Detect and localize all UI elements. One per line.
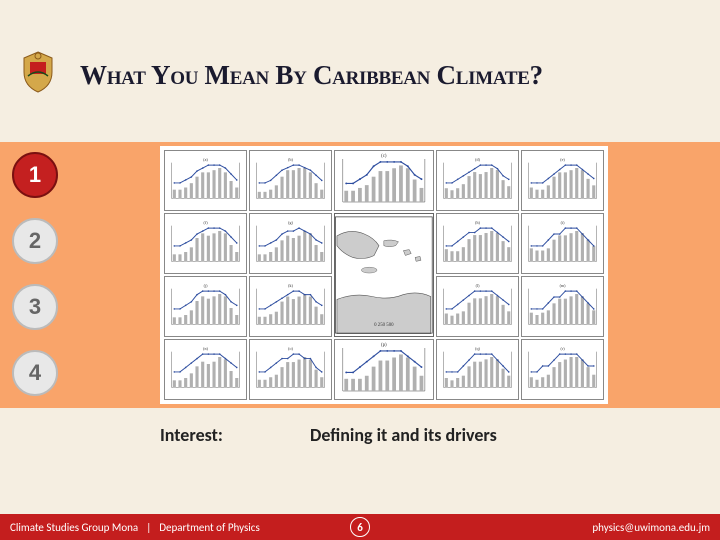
svg-text:(l): (l) — [475, 283, 479, 288]
svg-text:(a): (a) — [203, 157, 208, 162]
interest-text: Defining it and its drivers — [310, 424, 497, 446]
panel-l: (l) — [436, 276, 519, 337]
panel-f: (f) — [164, 213, 247, 274]
panel-c: (c) — [334, 150, 434, 211]
panel-o: (o) — [249, 339, 332, 400]
footer-separator: | — [146, 521, 151, 534]
svg-text:(q): (q) — [475, 346, 480, 351]
nav-circle-3[interactable]: 3 — [12, 284, 58, 330]
panel-b: (b) — [249, 150, 332, 211]
svg-text:(r): (r) — [560, 346, 565, 351]
svg-text:(o): (o) — [288, 346, 293, 351]
interest-label: Interest: — [160, 424, 310, 446]
nav-circle-1[interactable]: 1 — [12, 152, 58, 198]
slide-title: What You Mean By Caribbean Climate? — [80, 60, 543, 91]
footer-bar: Climate Studies Group Mona | Department … — [0, 514, 720, 540]
svg-text:(d): (d) — [475, 157, 480, 162]
panel-n: (n) — [164, 339, 247, 400]
panel-a: (a) — [164, 150, 247, 211]
footer-group: Climate Studies Group Mona — [0, 521, 138, 534]
panel-d: (d) — [436, 150, 519, 211]
svg-text:(m): (m) — [560, 283, 566, 288]
svg-text:(p): (p) — [381, 343, 387, 348]
section-nav: 1 2 3 4 — [12, 152, 58, 396]
panel-q: (q) — [436, 339, 519, 400]
panel-m: (m) — [521, 276, 604, 337]
climate-figure: (a) (b) (c) (d) (e) (f) (g) 0 250 500 (h… — [160, 146, 608, 404]
svg-text:(e): (e) — [560, 157, 565, 162]
nav-circle-4[interactable]: 4 — [12, 350, 58, 396]
svg-text:(f): (f) — [204, 220, 209, 225]
svg-text:(i): (i) — [561, 220, 565, 225]
panel-r: (r) — [521, 339, 604, 400]
panel-k: (k) — [249, 276, 332, 337]
svg-text:(n): (n) — [203, 346, 208, 351]
panel-j: (j) — [164, 276, 247, 337]
footer-dept: Department of Physics — [159, 521, 259, 534]
svg-text:(b): (b) — [288, 157, 293, 162]
nav-circle-2[interactable]: 2 — [12, 218, 58, 264]
page-number: 6 — [350, 517, 370, 537]
svg-text:(c): (c) — [381, 154, 387, 159]
panel-h: (h) — [436, 213, 519, 274]
svg-text:(g): (g) — [288, 220, 293, 225]
panel-i: (i) — [521, 213, 604, 274]
footer-url: physics@uwimona.edu.jm — [592, 521, 710, 534]
svg-text:(k): (k) — [288, 283, 293, 288]
uwi-crest-logo — [14, 48, 62, 96]
interest-row: Interest: Defining it and its drivers — [160, 424, 620, 446]
panel-e: (e) — [521, 150, 604, 211]
caribbean-map: 0 250 500 — [334, 213, 434, 337]
svg-text:(j): (j) — [204, 283, 208, 288]
panel-p: (p) — [334, 339, 434, 400]
svg-text:(h): (h) — [475, 220, 480, 225]
panel-g: (g) — [249, 213, 332, 274]
svg-text:0 250 500: 0 250 500 — [374, 323, 394, 328]
